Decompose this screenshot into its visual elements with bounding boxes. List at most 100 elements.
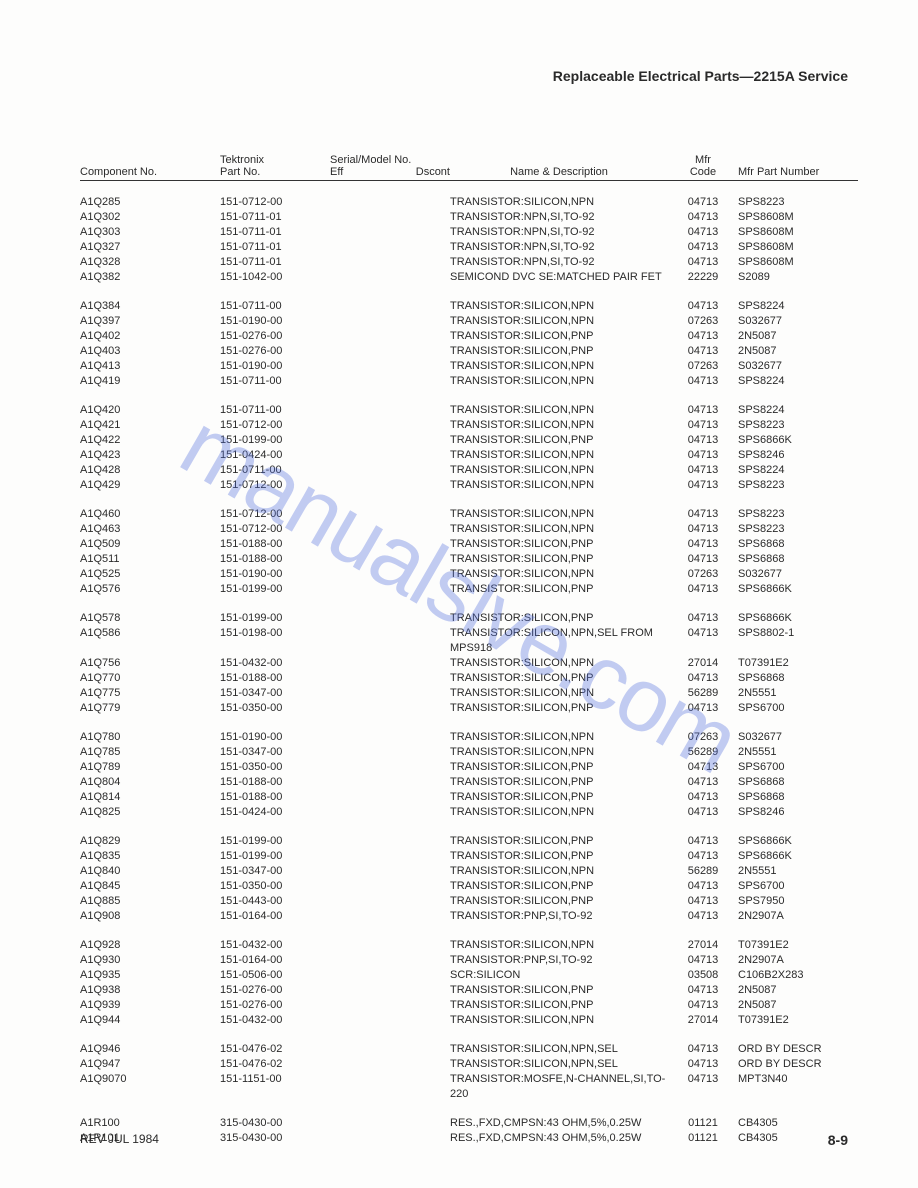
partno-cell: 151-0164-00 — [220, 953, 330, 968]
table-row: A1Q413151-0190-00TRANSISTOR:SILICON,NPN0… — [80, 359, 858, 374]
partno-cell: 151-0711-00 — [220, 374, 330, 389]
component-cell: A1Q944 — [80, 1013, 220, 1028]
table-row: A1Q756151-0432-00TRANSISTOR:SILICON,NPN2… — [80, 656, 858, 671]
eff-cell — [330, 463, 390, 478]
eff-cell — [330, 686, 390, 701]
desc-cell: TRANSISTOR:SILICON,NPN — [450, 567, 668, 582]
desc-cell: TRANSISTOR:SILICON,PNP — [450, 552, 668, 567]
partno-cell: 151-0711-00 — [220, 299, 330, 314]
eff-cell — [330, 478, 390, 493]
component-cell: A1Q328 — [80, 255, 220, 270]
table-row: A1Q328151-0711-01TRANSISTOR:NPN,SI,TO-92… — [80, 255, 858, 270]
desc-cell: TRANSISTOR:SILICON,PNP — [450, 701, 668, 716]
desc-cell: TRANSISTOR:NPN,SI,TO-92 — [450, 255, 668, 270]
partno-cell: 151-0476-02 — [220, 1057, 330, 1072]
desc-cell: TRANSISTOR:NPN,SI,TO-92 — [450, 225, 668, 240]
eff-cell — [330, 938, 390, 953]
desc-cell: TRANSISTOR:SILICON,NPN — [450, 656, 668, 671]
mfrcode-cell: 56289 — [668, 864, 738, 879]
eff-cell — [330, 1042, 390, 1057]
partno-cell: 151-0476-02 — [220, 1042, 330, 1057]
dscont-cell — [390, 953, 450, 968]
table-row: A1Q938151-0276-00TRANSISTOR:SILICON,PNP0… — [80, 983, 858, 998]
partno-cell: 151-1042-00 — [220, 270, 330, 285]
partno-cell: 151-0712-00 — [220, 195, 330, 210]
desc-cell: SEMICOND DVC SE:MATCHED PAIR FET — [450, 270, 668, 285]
desc-cell: TRANSISTOR:SILICON,PNP — [450, 344, 668, 359]
desc-cell: TRANSISTOR:SILICON,NPN — [450, 805, 668, 820]
col-serial-top: Serial/Model No. — [330, 154, 450, 166]
component-cell: A1Q419 — [80, 374, 220, 389]
table-row: A1Q403151-0276-00TRANSISTOR:SILICON,PNP0… — [80, 344, 858, 359]
dscont-cell — [390, 626, 450, 656]
mfrcode-cell: 04713 — [668, 775, 738, 790]
partno-cell: 151-0711-00 — [220, 403, 330, 418]
row-spacer — [80, 493, 858, 507]
mfrcode-cell: 07263 — [668, 314, 738, 329]
mfrcode-cell: 04713 — [668, 240, 738, 255]
mfrcode-cell: 04713 — [668, 507, 738, 522]
mfrpart-cell: 2N5087 — [738, 329, 858, 344]
mfrcode-cell: 04713 — [668, 834, 738, 849]
mfrcode-cell: 04713 — [668, 701, 738, 716]
mfrcode-cell: 07263 — [668, 567, 738, 582]
mfrpart-cell: 2N5087 — [738, 983, 858, 998]
eff-cell — [330, 433, 390, 448]
component-cell: A1Q509 — [80, 537, 220, 552]
col-mfr-top: Mfr — [668, 154, 738, 166]
component-cell: A1Q885 — [80, 894, 220, 909]
partno-cell: 151-0711-01 — [220, 210, 330, 225]
component-cell: A1Q423 — [80, 448, 220, 463]
eff-cell — [330, 701, 390, 716]
eff-cell — [330, 1013, 390, 1028]
component-cell: A1Q840 — [80, 864, 220, 879]
table-row: A1Q947151-0476-02TRANSISTOR:SILICON,NPN,… — [80, 1057, 858, 1072]
mfrcode-cell: 04713 — [668, 671, 738, 686]
mfrpart-cell: SPS8223 — [738, 418, 858, 433]
mfrpart-cell: SPS8608M — [738, 210, 858, 225]
mfrpart-cell: C106B2X283 — [738, 968, 858, 983]
mfrpart-cell: CB4305 — [738, 1116, 858, 1131]
eff-cell — [330, 537, 390, 552]
dscont-cell — [390, 359, 450, 374]
component-cell: A1Q939 — [80, 998, 220, 1013]
component-cell: A1Q420 — [80, 403, 220, 418]
eff-cell — [330, 1116, 390, 1131]
eff-cell — [330, 344, 390, 359]
table-row: A1Q302151-0711-01TRANSISTOR:NPN,SI,TO-92… — [80, 210, 858, 225]
eff-cell — [330, 656, 390, 671]
table-row: A1Q9070151-1151-00TRANSISTOR:MOSFE,N-CHA… — [80, 1072, 858, 1102]
component-cell: A1Q460 — [80, 507, 220, 522]
component-cell: A1Q303 — [80, 225, 220, 240]
table-row: A1Q928151-0432-00TRANSISTOR:SILICON,NPN2… — [80, 938, 858, 953]
desc-cell: TRANSISTOR:SILICON,NPN — [450, 314, 668, 329]
mfrcode-cell: 01121 — [668, 1116, 738, 1131]
component-cell: A1Q928 — [80, 938, 220, 953]
mfrcode-cell: 04713 — [668, 344, 738, 359]
partno-cell: 151-0424-00 — [220, 805, 330, 820]
partno-cell: 151-0198-00 — [220, 626, 330, 656]
partno-cell: 151-0190-00 — [220, 567, 330, 582]
col-code: Code — [668, 166, 738, 178]
mfrcode-cell: 07263 — [668, 730, 738, 745]
mfrpart-cell: SPS6866K — [738, 582, 858, 597]
mfrcode-cell: 04713 — [668, 195, 738, 210]
eff-cell — [330, 790, 390, 805]
partno-cell: 151-0711-01 — [220, 240, 330, 255]
mfrpart-cell: SPS8224 — [738, 374, 858, 389]
table-row: A1Q835151-0199-00TRANSISTOR:SILICON,PNP0… — [80, 849, 858, 864]
table-row: A1Q428151-0711-00TRANSISTOR:SILICON,NPN0… — [80, 463, 858, 478]
dscont-cell — [390, 671, 450, 686]
col-eff: Eff — [330, 166, 343, 178]
component-cell: A1Q825 — [80, 805, 220, 820]
table-row: A1Q785151-0347-00TRANSISTOR:SILICON,NPN5… — [80, 745, 858, 760]
partno-cell: 151-0347-00 — [220, 686, 330, 701]
desc-cell: TRANSISTOR:SILICON,NPN,SEL — [450, 1057, 668, 1072]
table-header: Component No. Tektronix Part No. Serial/… — [80, 154, 858, 181]
mfrcode-cell: 04713 — [668, 805, 738, 820]
mfrpart-cell: T07391E2 — [738, 938, 858, 953]
eff-cell — [330, 1072, 390, 1102]
mfrcode-cell: 04713 — [668, 522, 738, 537]
eff-cell — [330, 299, 390, 314]
table-row: A1Q463151-0712-00TRANSISTOR:SILICON,NPN0… — [80, 522, 858, 537]
